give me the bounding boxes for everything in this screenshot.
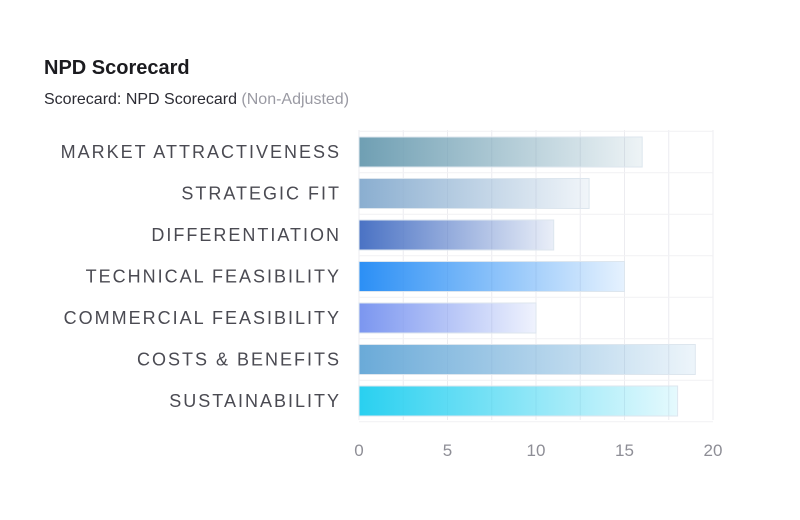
bar-sustainability (358, 385, 679, 417)
x-tick-label: 20 (704, 441, 723, 460)
category-label: DIFFERENTIATION (151, 225, 341, 245)
x-tick-label: 0 (354, 441, 363, 460)
bar-differentiation (358, 219, 555, 251)
bar-technical-feasibility (358, 261, 625, 292)
category-label: SUSTAINABILITY (169, 391, 341, 411)
category-label: COMMERCIAL FEASIBILITY (64, 308, 341, 328)
chart-subtitle: Scorecard: NPD Scorecard (Non-Adjusted) (44, 91, 349, 109)
bar-market-attractiveness (358, 136, 643, 168)
category-labels: MARKET ATTRACTIVENESS STRATEGIC FIT DIFFER… (61, 142, 341, 411)
x-tick-label: 15 (615, 441, 634, 460)
bar-strategic-fit (358, 178, 590, 209)
category-label: MARKET ATTRACTIVENESS (61, 142, 341, 162)
x-axis-ticks: 0 5 10 15 20 (354, 441, 722, 460)
subtitle-note: (Non-Adjusted) (241, 91, 350, 108)
x-tick-label: 10 (527, 441, 546, 460)
category-label: TECHNICAL FEASIBILITY (86, 267, 341, 287)
subtitle-scorecard-name: Scorecard: NPD Scorecard (44, 91, 237, 108)
x-tick-label: 5 (443, 441, 452, 460)
chart-title: NPD Scorecard (44, 57, 190, 79)
category-label: COSTS & BENEFITS (137, 350, 341, 370)
bar-costs-benefits (358, 344, 696, 375)
bar-commercial-feasibility (358, 302, 537, 334)
bars (358, 136, 696, 417)
category-label: STRATEGIC FIT (181, 184, 341, 204)
